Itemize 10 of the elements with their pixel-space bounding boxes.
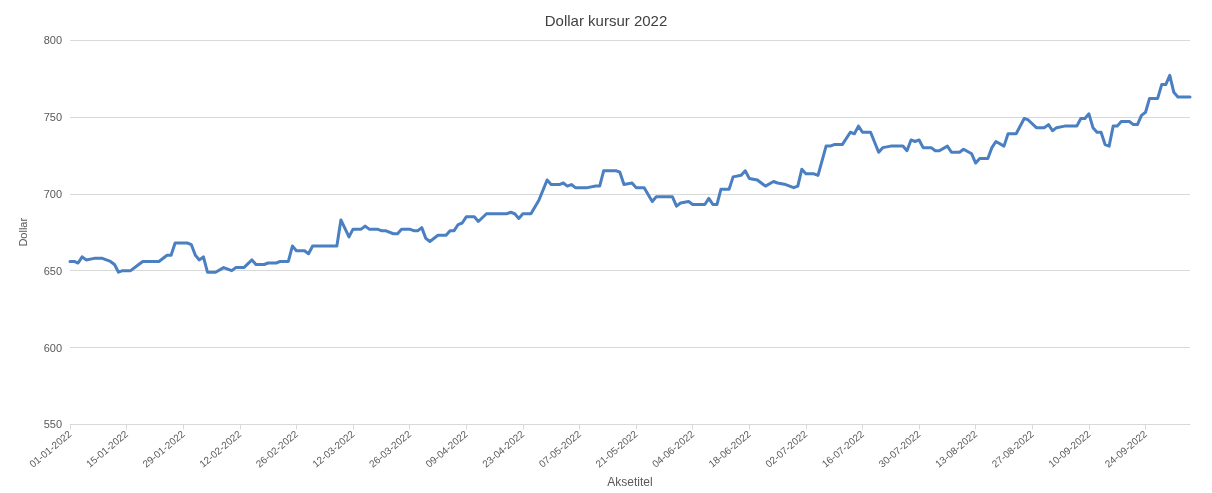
line-series — [68, 73, 1192, 274]
chart-title: Dollar kursur 2022 — [544, 12, 668, 29]
y-tick-label: 600 — [43, 341, 62, 354]
x-axis-title: Aksetitel — [607, 475, 653, 489]
y-axis-title: Dollar — [16, 217, 29, 247]
y-tick-label: 750 — [43, 110, 62, 123]
y-tick-label: 700 — [43, 187, 62, 200]
y-tick-label: 800 — [43, 34, 62, 46]
y-tick-label: 650 — [43, 264, 62, 277]
y-tick-label: 550 — [43, 418, 62, 431]
